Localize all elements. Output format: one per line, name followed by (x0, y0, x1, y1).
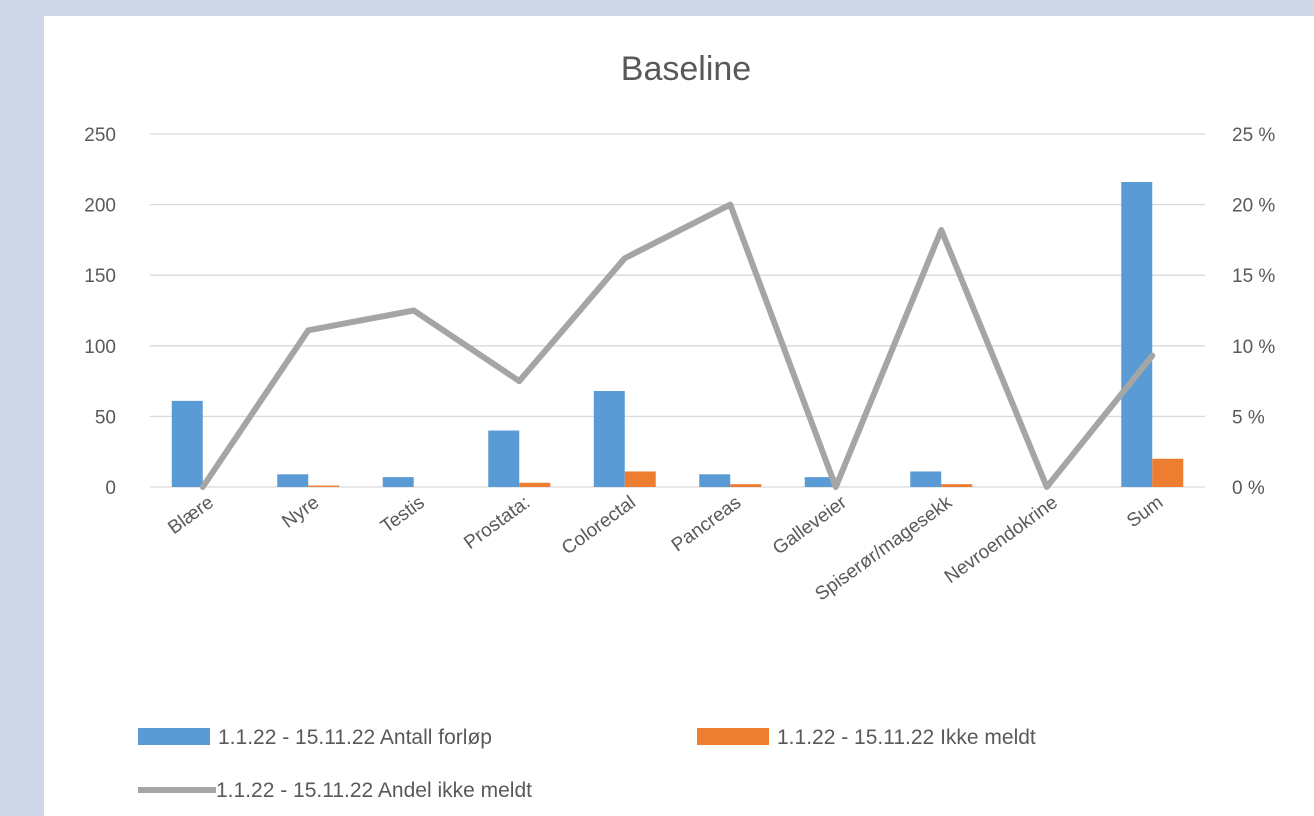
bar (1152, 458, 1184, 487)
legend-label: 1.1.22 - 15.11.22 Andel ikke meldt (216, 779, 532, 802)
legend: 1.1.22 - 15.11.22 Antall forløp 1.1.22 - … (138, 726, 1036, 802)
bar (593, 390, 625, 487)
y2-tick-label: 10 % (1232, 337, 1275, 358)
bar (519, 482, 551, 487)
bar (624, 471, 656, 487)
category-label: Testis (377, 492, 429, 538)
bars (171, 182, 1184, 487)
line-series-path (199, 201, 1156, 490)
bar (171, 400, 203, 487)
category-axis: Blære Nyre Testis Prostata: Colorectal Pancre… (164, 492, 1167, 606)
line-series (199, 201, 1156, 490)
y2-tick-label: 20 % (1232, 196, 1275, 217)
legend-swatch (138, 728, 210, 745)
bar (277, 474, 309, 487)
category-label: Pancreas (668, 492, 745, 556)
y-tick-label: 200 (84, 196, 116, 217)
secondary-y-axis: 0 % 5 % 10 % 15 % 20 % 25 % (1232, 125, 1275, 499)
bar (308, 485, 340, 487)
category-label: Galleveier (769, 492, 851, 560)
legend-swatch (697, 728, 769, 745)
bar (804, 477, 836, 487)
bar (699, 474, 731, 487)
y2-tick-label: 0 % (1232, 478, 1265, 499)
category-label: Prostata: (460, 492, 534, 554)
legend-label: 1.1.22 - 15.11.22 Antall forløp (218, 726, 492, 749)
y2-tick-label: 15 % (1232, 266, 1275, 287)
y2-tick-label: 5 % (1232, 407, 1265, 428)
y-tick-label: 50 (95, 407, 116, 428)
gridlines (150, 133, 1205, 488)
y-tick-label: 250 (84, 125, 116, 146)
bar (382, 477, 414, 487)
bar (941, 484, 973, 487)
category-label: Nyre (278, 492, 323, 533)
y-tick-label: 100 (84, 337, 116, 358)
bar (1121, 182, 1153, 487)
legend-label: 1.1.22 - 15.11.22 Ikke meldt (777, 726, 1036, 749)
bar (730, 484, 762, 487)
y2-tick-label: 25 % (1232, 125, 1275, 146)
category-label: Nevroendokrine (941, 492, 1062, 588)
y-tick-label: 0 (105, 478, 116, 499)
bar (488, 430, 520, 487)
category-label: Blære (164, 492, 217, 539)
chart-title: Baseline (621, 50, 751, 88)
category-label: Colorectal (558, 492, 640, 559)
bar (910, 471, 942, 487)
y-tick-label: 150 (84, 266, 116, 287)
category-label: Sum (1123, 492, 1167, 532)
primary-y-axis: 0 50 100 150 200 250 (84, 125, 116, 499)
